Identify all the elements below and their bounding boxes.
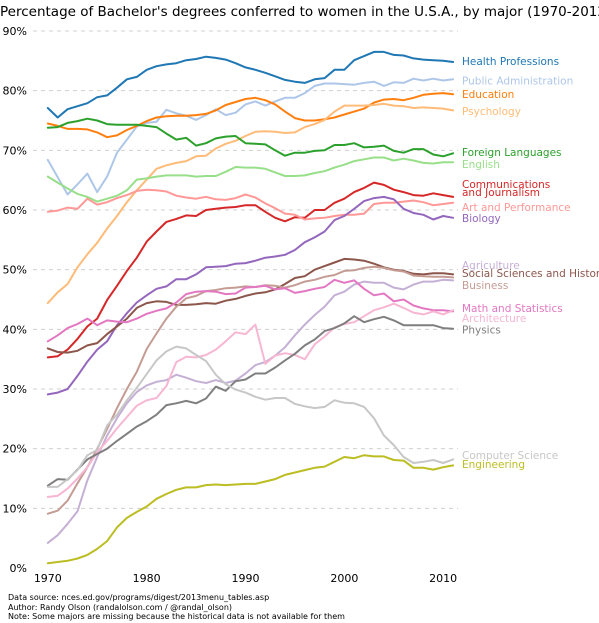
y-tick-label: 30% — [3, 383, 27, 396]
series-line — [46, 315, 455, 487]
y-tick-label: 90% — [3, 25, 27, 38]
series-label: Engineering — [462, 459, 525, 471]
series-label: Communications — [462, 179, 550, 191]
series-label: Foreign Languages — [462, 147, 562, 159]
chart-notes: Data source: nces.ed.gov/programs/digest… — [8, 593, 345, 622]
series-line — [46, 102, 455, 305]
series-line — [46, 92, 455, 139]
series-line — [46, 278, 455, 544]
missing-data-note: Note: Some majors are missing because th… — [8, 612, 345, 621]
y-tick-label: 50% — [3, 264, 27, 277]
series-label: Biology — [462, 213, 501, 225]
series-line — [46, 156, 455, 203]
y-tick-label: 40% — [3, 323, 27, 336]
series-line — [46, 345, 455, 488]
series-label: English — [462, 159, 500, 171]
series-label: Agriculture — [462, 260, 520, 272]
series-line — [46, 50, 455, 119]
series-line — [46, 117, 455, 158]
series-label: Computer Science — [462, 450, 558, 462]
series-line — [46, 77, 455, 196]
x-tick-label: 2000 — [330, 572, 358, 585]
y-tick-label: 80% — [3, 85, 27, 98]
x-tick-label: 2010 — [429, 572, 457, 585]
chart-title: Percentage of Bachelor's degrees conferr… — [0, 4, 599, 20]
series-label: Social Sciences and History — [462, 268, 599, 280]
series-line — [46, 454, 455, 565]
series-label: Education — [462, 89, 514, 101]
series-label: Math and Statistics — [462, 303, 563, 315]
series-line — [46, 181, 455, 359]
y-tick-label: 60% — [3, 204, 27, 217]
series-label: Psychology — [462, 106, 521, 118]
series-line — [46, 302, 455, 498]
series-label: Physics — [462, 324, 501, 336]
author-note: Author: Randy Olson (randalolson.com / @… — [8, 602, 233, 612]
x-tick-label: 1970 — [34, 572, 62, 585]
series-label: Public Administration — [462, 76, 573, 88]
x-tick-label: 1980 — [133, 572, 161, 585]
y-tick-label: 20% — [3, 443, 27, 456]
series-label: Business — [462, 280, 508, 292]
y-tick-label: 10% — [3, 502, 27, 515]
series-label: and Journalism — [462, 187, 540, 199]
series-line — [46, 188, 455, 221]
x-tick-label: 1990 — [232, 572, 260, 585]
data-source-note: Data source: nces.ed.gov/programs/digest… — [8, 593, 270, 602]
series-label: Art and Performance — [462, 202, 571, 214]
series-line — [46, 278, 455, 343]
y-tick-label: 0% — [10, 562, 27, 575]
series-label: Architecture — [462, 313, 526, 325]
y-tick-label: 70% — [3, 144, 27, 157]
series-label: Health Professions — [462, 56, 559, 68]
